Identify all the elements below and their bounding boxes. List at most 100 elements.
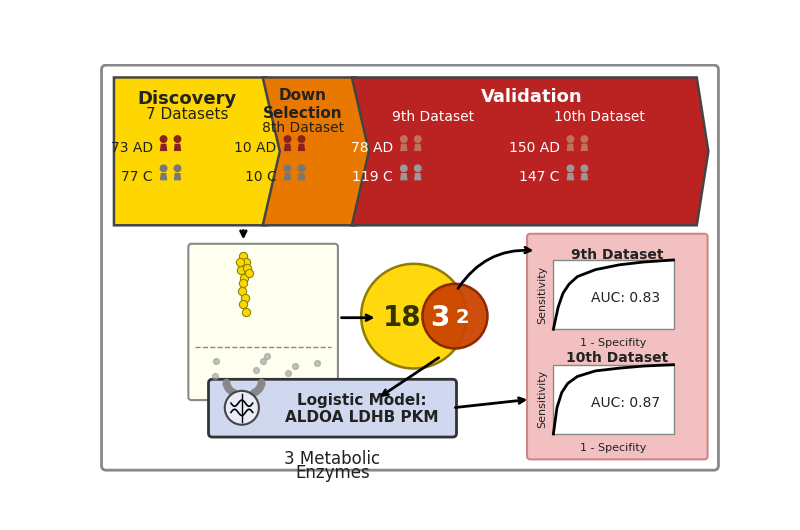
Polygon shape (160, 144, 167, 151)
Text: ALDOA LDHB PKM: ALDOA LDHB PKM (285, 410, 438, 425)
Text: 10th Dataset: 10th Dataset (554, 110, 646, 124)
Polygon shape (400, 173, 407, 180)
Point (237, 252, 250, 260)
Circle shape (422, 284, 487, 349)
FancyBboxPatch shape (188, 244, 338, 400)
Point (222, 385, 235, 394)
Polygon shape (400, 144, 407, 151)
Polygon shape (284, 173, 291, 180)
Point (233, 391, 246, 400)
Text: 150 AD: 150 AD (509, 140, 559, 155)
Text: 73 AD: 73 AD (110, 140, 153, 155)
Circle shape (174, 165, 181, 172)
Text: 10th Dataset: 10th Dataset (566, 351, 668, 365)
Point (310, 359, 323, 368)
Point (254, 377, 267, 386)
Point (242, 269, 255, 277)
Point (230, 390, 243, 399)
Polygon shape (262, 77, 373, 225)
Point (253, 383, 266, 392)
Point (236, 279, 249, 287)
Point (261, 352, 274, 360)
Text: 1 - Specifity: 1 - Specifity (580, 443, 646, 453)
Point (220, 382, 233, 390)
Text: AUC: 0.83: AUC: 0.83 (591, 291, 660, 305)
Point (209, 357, 222, 365)
Circle shape (160, 136, 167, 142)
Text: 9th Dataset: 9th Dataset (392, 110, 474, 124)
Point (250, 366, 262, 375)
Circle shape (414, 165, 421, 172)
Point (238, 391, 251, 400)
Text: Sensitivity: Sensitivity (538, 370, 547, 428)
Text: Down
Selection: Down Selection (263, 88, 343, 121)
Text: 10 C: 10 C (245, 170, 277, 184)
Text: 18: 18 (383, 304, 422, 332)
Circle shape (567, 165, 574, 172)
Polygon shape (581, 144, 588, 151)
Point (226, 388, 239, 396)
Polygon shape (566, 173, 574, 180)
Circle shape (414, 136, 421, 142)
Text: 9th Dataset: 9th Dataset (570, 248, 663, 262)
Point (239, 307, 252, 316)
Point (228, 390, 241, 398)
Point (250, 387, 262, 395)
Circle shape (225, 391, 259, 425)
Text: 1 - Specifity: 1 - Specifity (580, 339, 646, 349)
Point (254, 382, 266, 390)
Text: Validation: Validation (481, 88, 582, 106)
Point (254, 379, 267, 388)
Circle shape (284, 136, 291, 142)
Point (237, 299, 250, 308)
Polygon shape (581, 173, 588, 180)
Polygon shape (414, 144, 422, 151)
Point (233, 258, 246, 267)
Circle shape (160, 165, 167, 172)
Text: 2: 2 (456, 308, 470, 327)
FancyBboxPatch shape (527, 234, 708, 460)
Point (257, 357, 270, 366)
Point (282, 369, 294, 377)
Text: 78 AD: 78 AD (350, 140, 393, 155)
Polygon shape (174, 173, 182, 180)
FancyBboxPatch shape (102, 65, 718, 470)
Text: Enzymes: Enzymes (295, 464, 370, 482)
Circle shape (581, 165, 588, 172)
Polygon shape (566, 144, 574, 151)
Point (235, 287, 248, 295)
Point (224, 387, 237, 395)
Point (220, 379, 233, 388)
Text: 7 Datasets: 7 Datasets (146, 107, 228, 122)
Circle shape (174, 136, 181, 142)
Point (241, 263, 254, 272)
Point (241, 391, 254, 400)
Text: Logistic Model:: Logistic Model: (297, 393, 426, 408)
Point (251, 385, 264, 394)
Point (239, 258, 252, 267)
Circle shape (567, 136, 574, 142)
Point (209, 372, 222, 380)
Point (234, 266, 247, 274)
Circle shape (284, 165, 291, 172)
Point (246, 390, 258, 398)
Text: 147 C: 147 C (519, 170, 559, 184)
Polygon shape (160, 173, 167, 180)
Polygon shape (114, 77, 284, 225)
Circle shape (401, 136, 407, 142)
Circle shape (401, 165, 407, 172)
Point (238, 273, 250, 282)
Text: 77 C: 77 C (121, 170, 153, 184)
Polygon shape (284, 144, 291, 151)
FancyBboxPatch shape (209, 379, 457, 437)
Point (236, 391, 249, 400)
Bar (554, 260, 674, 329)
Bar (554, 365, 674, 434)
Point (288, 362, 301, 370)
Text: 3: 3 (430, 304, 449, 332)
Text: 8th Dataset: 8th Dataset (262, 121, 344, 135)
Text: AUC: 0.87: AUC: 0.87 (591, 396, 660, 410)
Point (222, 383, 234, 392)
Polygon shape (352, 77, 708, 225)
Text: 3 Metabolic: 3 Metabolic (285, 450, 381, 468)
